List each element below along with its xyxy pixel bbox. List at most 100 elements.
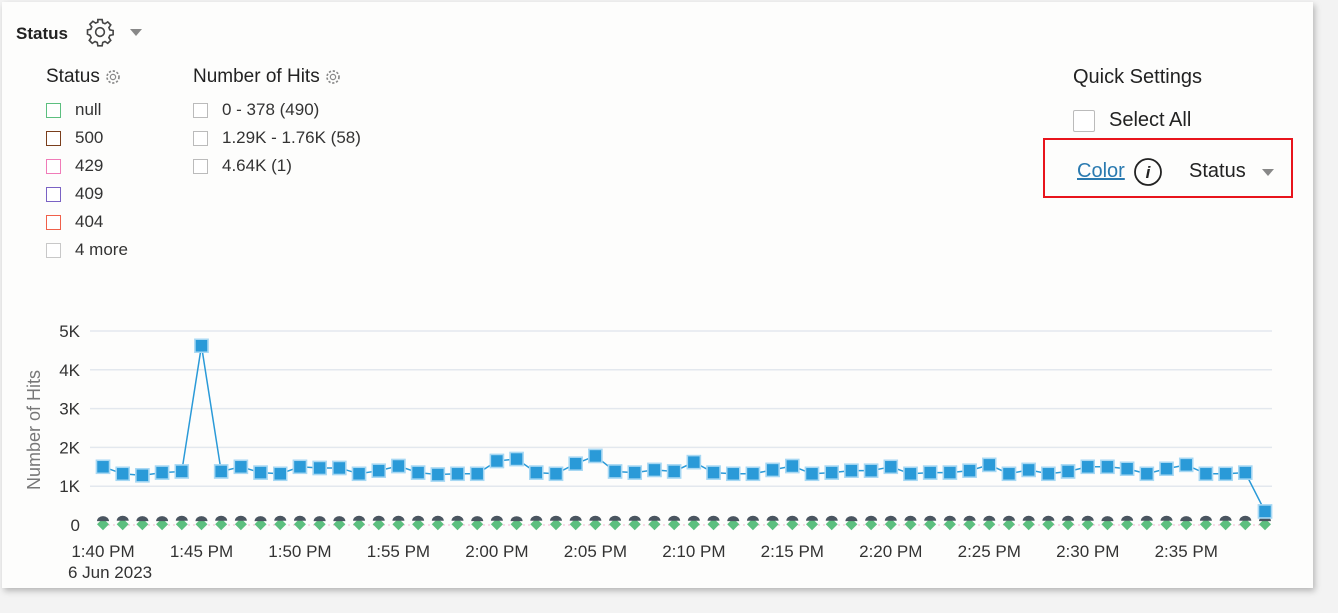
data-point (135, 468, 150, 483)
legend-label: 4.64K (1) (222, 156, 292, 175)
legend-item[interactable]: 4.64K (1) (193, 152, 361, 180)
legend-swatch[interactable] (46, 214, 61, 230)
data-point (254, 516, 267, 522)
svg-text:i: i (1146, 163, 1152, 182)
data-point (175, 515, 188, 521)
color-dropdown[interactable]: Status (1189, 160, 1274, 183)
data-point (942, 465, 958, 480)
data-point (924, 515, 937, 521)
gear-icon[interactable] (324, 68, 342, 86)
data-point (509, 451, 524, 467)
data-point (489, 453, 505, 469)
legend-swatch[interactable] (46, 102, 61, 118)
quick-settings-title: Quick Settings (1073, 66, 1202, 88)
data-point (884, 518, 897, 531)
legend-item[interactable]: 1.29K - 1.76K (58) (193, 124, 361, 152)
data-point (1001, 466, 1017, 482)
data-point (529, 465, 544, 480)
data-point (431, 515, 444, 521)
data-point (430, 467, 446, 482)
legend-swatch[interactable] (193, 130, 208, 146)
data-point (1180, 518, 1193, 531)
hits-legend: Number of Hits 0 - 378 (490) 1.29K - 1.76… (193, 66, 361, 180)
legend-item[interactable]: 429 (46, 152, 128, 180)
data-point (156, 518, 169, 531)
data-point (668, 518, 681, 531)
data-point (490, 518, 503, 531)
data-point (845, 516, 858, 522)
data-point (274, 515, 287, 521)
data-point (765, 462, 780, 478)
x-tick-label: 1:45 PM (170, 542, 233, 561)
data-point (312, 460, 327, 476)
data-point (1219, 518, 1232, 531)
data-point (806, 518, 819, 531)
data-point (195, 516, 208, 522)
x-tick-label: 2:30 PM (1056, 542, 1119, 561)
data-point (786, 518, 799, 531)
data-point (116, 518, 129, 531)
data-point (1140, 515, 1153, 521)
legend-swatch[interactable] (46, 130, 61, 146)
x-tick-label: 2:15 PM (761, 542, 824, 561)
data-point (668, 515, 681, 521)
color-link[interactable]: Color (1077, 160, 1125, 182)
data-point (116, 515, 129, 521)
data-point (313, 518, 326, 531)
data-point (215, 518, 228, 531)
legend-swatch[interactable] (193, 158, 208, 174)
x-tick-label: 2:00 PM (465, 542, 528, 561)
select-all-checkbox[interactable]: Select All (1073, 109, 1191, 132)
data-point (1042, 515, 1055, 521)
data-point (628, 515, 641, 521)
legend-item[interactable]: 404 (46, 208, 128, 236)
status-legend-title: Status (46, 66, 100, 87)
data-point (451, 515, 464, 521)
x-tick-label: 2:05 PM (564, 542, 627, 561)
info-icon[interactable]: i (1132, 156, 1164, 188)
data-point (1139, 466, 1155, 482)
legend-item[interactable]: 0 - 378 (490) (193, 96, 361, 124)
data-point (845, 518, 858, 531)
legend-swatch[interactable] (46, 242, 61, 258)
data-point (607, 464, 623, 479)
legend-swatch[interactable] (46, 186, 61, 202)
data-point (293, 518, 306, 531)
legend-swatch[interactable] (193, 102, 208, 118)
legend-label: 4 more (75, 240, 128, 259)
caret-down-icon[interactable] (130, 29, 142, 36)
data-point (824, 465, 839, 480)
data-point (469, 466, 485, 482)
data-point (549, 515, 562, 521)
data-point (333, 516, 346, 522)
data-point (1159, 461, 1174, 476)
x-tick-label: 2:35 PM (1155, 542, 1218, 561)
data-point (1022, 518, 1035, 531)
gear-icon[interactable] (104, 68, 122, 86)
data-point (627, 465, 643, 480)
legend-item[interactable]: 500 (46, 124, 128, 152)
data-point (313, 516, 326, 522)
gear-icon[interactable] (85, 17, 115, 47)
y-tick-label: 3K (59, 400, 80, 419)
legend-item[interactable]: null (46, 96, 128, 124)
legend-label: null (75, 100, 102, 119)
data-point (725, 466, 741, 482)
data-point (1101, 516, 1114, 522)
data-point (727, 516, 740, 522)
data-point (922, 465, 938, 480)
data-point (450, 466, 465, 482)
legend-item[interactable]: 4 more (46, 236, 128, 264)
data-point (333, 518, 346, 531)
legend-item[interactable]: 409 (46, 180, 128, 208)
checkbox[interactable] (1073, 109, 1095, 132)
legend-swatch[interactable] (46, 158, 61, 174)
y-tick-label: 2K (59, 438, 80, 457)
data-point (844, 463, 859, 478)
data-point (865, 515, 878, 521)
data-point (215, 515, 228, 521)
data-point (983, 518, 996, 531)
data-point (865, 518, 878, 531)
data-point (1119, 461, 1135, 476)
